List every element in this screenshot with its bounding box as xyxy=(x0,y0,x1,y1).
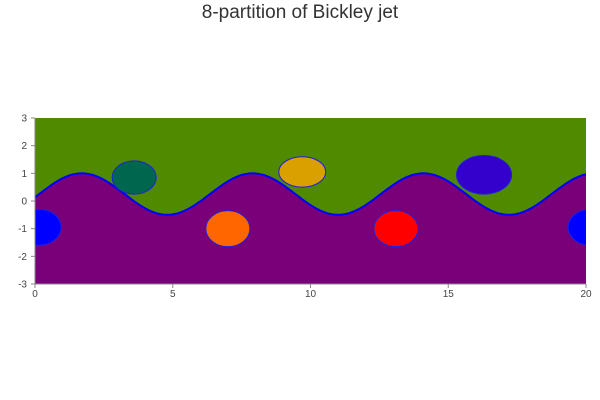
vortex-3 xyxy=(205,210,251,248)
vortex-1 xyxy=(278,156,327,188)
vortex-4 xyxy=(373,210,419,248)
y-tick-label: 2 xyxy=(21,141,27,152)
x-tick-label: 0 xyxy=(32,289,38,300)
vortex-2 xyxy=(456,154,513,195)
plot-area xyxy=(35,118,586,284)
x-tick-label: 10 xyxy=(305,289,317,300)
y-tick-label: -1 xyxy=(18,224,27,235)
y-tick-label: 0 xyxy=(21,197,27,208)
jet-boundary xyxy=(35,172,586,216)
y-tick-label: -2 xyxy=(18,252,27,263)
vortex-6 xyxy=(567,209,586,246)
x-tick-label: 20 xyxy=(580,289,592,300)
x-tick-label: 15 xyxy=(443,289,455,300)
vortex-0 xyxy=(111,160,157,195)
y-tick-label: 3 xyxy=(21,114,27,125)
x-tick-label: 5 xyxy=(170,289,176,300)
chart-title: 8-partition of Bickley jet xyxy=(201,2,399,23)
vortex-5 xyxy=(35,208,62,246)
y-tick-label: 1 xyxy=(21,169,27,180)
y-tick-label: -3 xyxy=(18,280,27,291)
